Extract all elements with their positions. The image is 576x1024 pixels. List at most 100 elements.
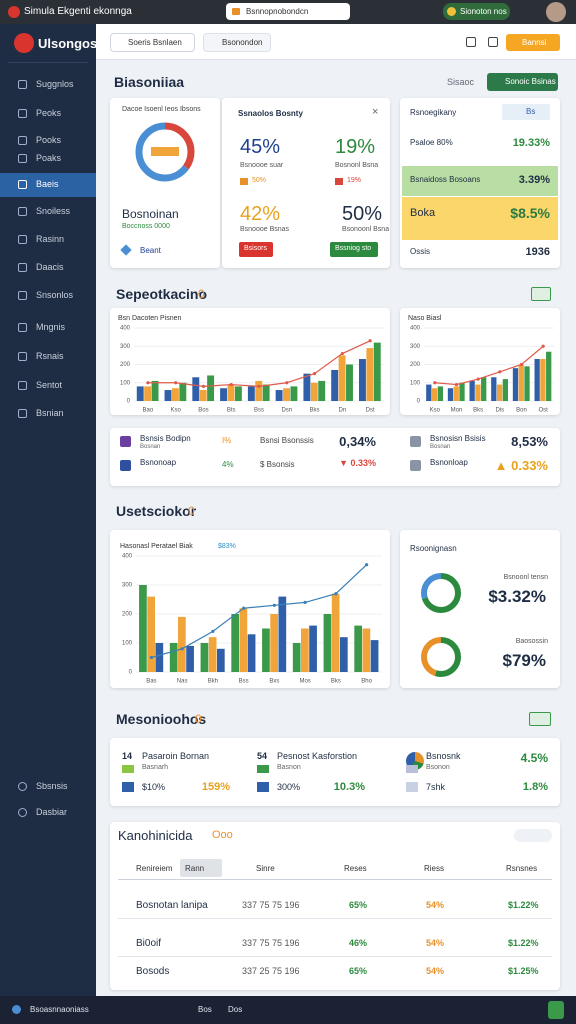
list-row <box>402 242 558 264</box>
table-header[interactable]: Rann <box>185 864 205 873</box>
bar <box>144 386 152 401</box>
line-point <box>174 381 178 385</box>
stat-sub: Bosnan <box>140 444 161 450</box>
section-icon[interactable] <box>529 712 551 726</box>
menu-item[interactable]: Snsonlos <box>36 290 74 300</box>
bar <box>216 648 225 672</box>
address-bar[interactable] <box>226 3 350 20</box>
taskbar-item[interactable]: Bsoasnnaoniass <box>30 1005 89 1014</box>
section-icon[interactable] <box>531 287 551 301</box>
menu-item[interactable]: Dasbiar <box>36 807 68 817</box>
menu-item[interactable]: Daacis <box>36 262 64 272</box>
bar <box>136 386 144 401</box>
menu-item[interactable]: Suggnlos <box>36 79 74 89</box>
header-button[interactable] <box>506 34 560 51</box>
metric-label: Bosnonl Bsna <box>335 162 379 169</box>
menu-item[interactable]: Sbsnsis <box>36 781 68 791</box>
card-button[interactable] <box>330 242 378 257</box>
card-title: Ssnaolos Bosnty <box>238 109 303 118</box>
header-icon[interactable] <box>466 37 476 47</box>
table-cell: 337 75 75 196 <box>242 900 300 910</box>
row-divider <box>118 918 552 919</box>
bar <box>491 377 497 401</box>
line-point <box>149 655 153 660</box>
bar <box>255 380 263 401</box>
list-row <box>402 128 558 160</box>
header-icon[interactable] <box>488 37 498 47</box>
x-tick-label: Dn <box>338 408 346 414</box>
card-link[interactable]: Beant <box>140 246 161 255</box>
filter-box[interactable] <box>203 33 271 52</box>
bar <box>247 634 256 672</box>
line-point <box>312 372 317 376</box>
bar <box>262 628 270 672</box>
metric-value: 50% <box>342 203 383 225</box>
table-badge: Ooo <box>212 829 233 841</box>
menu-icon <box>18 80 27 89</box>
header-tab[interactable] <box>180 859 222 877</box>
close-icon[interactable]: × <box>372 106 379 118</box>
menu-item[interactable]: Snoiless <box>36 206 71 216</box>
bar <box>292 643 301 672</box>
metric-top: 4.5% <box>520 751 548 765</box>
bar <box>262 384 270 401</box>
list-label: Ossis <box>410 247 430 256</box>
menu-item[interactable]: Bsnian <box>36 408 64 418</box>
sidebar <box>0 24 96 996</box>
bar <box>155 643 164 672</box>
menu-icon <box>18 154 27 163</box>
stat-name: Bsnosisn Bsisis <box>430 434 486 443</box>
y-tick-label: 100 <box>120 380 131 386</box>
metric-sub: 50% <box>252 177 267 184</box>
menu-item[interactable]: Baeis <box>36 179 59 189</box>
menu-item[interactable]: Pooks <box>36 135 62 145</box>
taskbar-icon[interactable] <box>548 1001 564 1019</box>
donut-segment <box>421 573 461 613</box>
bar <box>309 625 317 672</box>
row-divider <box>118 956 552 957</box>
list-value: 1936 <box>525 246 550 258</box>
menu-item[interactable]: Mngnis <box>36 322 66 332</box>
metric-bar <box>406 765 418 773</box>
section-link[interactable]: Sisaoc <box>447 77 475 87</box>
menu-item[interactable]: Rasinn <box>36 234 65 244</box>
menu-icon <box>18 381 27 390</box>
line-point <box>498 370 502 374</box>
bar <box>270 614 278 672</box>
bar <box>534 359 540 401</box>
bar <box>301 628 309 672</box>
stat-icon <box>120 460 131 471</box>
list-row <box>402 166 558 196</box>
section-button[interactable] <box>487 73 558 91</box>
menu-icon <box>18 808 27 817</box>
search-box[interactable] <box>110 33 195 52</box>
bar <box>453 386 459 401</box>
x-tick-label: Dsn <box>281 408 292 414</box>
status-pill[interactable] <box>443 3 510 20</box>
table-cell: Bi0oif <box>136 938 162 949</box>
menu-item[interactable]: Peoks <box>36 108 62 118</box>
menu-item[interactable]: Poaks <box>36 153 62 163</box>
menu-item[interactable]: Rsnais <box>36 351 64 361</box>
line-point <box>519 362 524 367</box>
taskbar-item[interactable]: Bos <box>198 1005 212 1014</box>
card-button[interactable] <box>239 242 273 257</box>
menu-icon <box>18 409 27 418</box>
stat-value: 0,34% <box>339 434 376 449</box>
metric-sub: 19% <box>347 177 362 184</box>
table-control[interactable] <box>514 829 552 842</box>
avatar[interactable] <box>546 2 566 22</box>
bar <box>275 390 283 401</box>
metric-box <box>122 782 134 792</box>
taskbar-item[interactable]: Dos <box>228 1005 243 1014</box>
bar <box>370 640 379 672</box>
table-cell: 54% <box>426 966 445 976</box>
x-tick-label: Bxs <box>269 679 279 685</box>
bar <box>331 593 340 672</box>
x-tick-label: Bkh <box>208 679 218 685</box>
bar-chart: Hasonasl Peratael Biak $83% 0 100 200 300 400 B… <box>120 543 382 685</box>
menu-item[interactable]: Sentot <box>36 380 63 390</box>
bar <box>362 628 371 672</box>
line <box>151 564 368 659</box>
metric-title: Pesnost Kasforstion <box>277 751 358 761</box>
